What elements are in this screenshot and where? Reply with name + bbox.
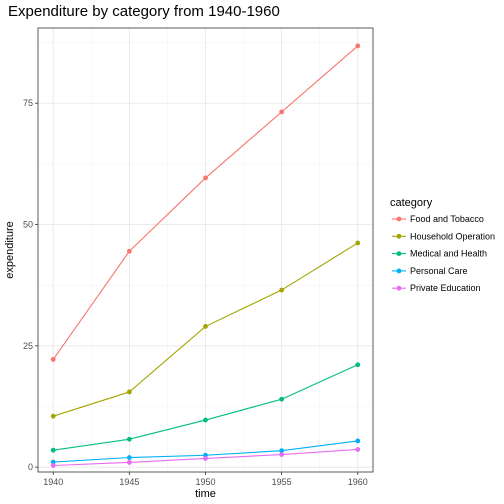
point-medical-and-health-1940 bbox=[50, 447, 56, 453]
legend-key-point-food-and-tobacco bbox=[396, 216, 402, 222]
point-food-and-tobacco-1960 bbox=[355, 43, 361, 49]
legend-key-point-personal-care bbox=[396, 268, 402, 274]
point-household-operation-1960 bbox=[355, 240, 361, 246]
point-private-education-1945 bbox=[126, 460, 132, 465]
legend-key-point-private-education bbox=[396, 285, 402, 291]
x-tick-label-4: 1960 bbox=[348, 477, 368, 487]
legend-item-food-and-tobacco: Food and Tobacco bbox=[392, 214, 484, 224]
y-axis: 0 25 50 75 bbox=[23, 98, 38, 472]
point-medical-and-health-1950 bbox=[203, 417, 208, 423]
chart-title: Expenditure by category from 1940-1960 bbox=[8, 3, 280, 20]
point-household-operation-1940 bbox=[50, 413, 56, 419]
x-tick-label-2: 1950 bbox=[195, 477, 215, 487]
series-points bbox=[50, 43, 361, 468]
y-axis-title: expenditure bbox=[4, 221, 16, 279]
point-food-and-tobacco-1945 bbox=[126, 248, 132, 254]
point-private-education-1955 bbox=[279, 452, 285, 457]
legend-label-private-education: Private Education bbox=[410, 283, 481, 293]
y-tick-label-2: 50 bbox=[23, 220, 33, 230]
legend-item-medical-and-health: Medical and Health bbox=[392, 249, 487, 259]
legend-key-point-household-operation bbox=[396, 233, 402, 239]
y-tick-label-3: 75 bbox=[23, 98, 33, 108]
x-axis-title: time bbox=[195, 488, 216, 500]
legend-label-household-operation: Household Operation bbox=[410, 231, 495, 241]
point-private-education-1960 bbox=[355, 447, 361, 452]
point-private-education-1940 bbox=[50, 463, 56, 468]
point-medical-and-health-1945 bbox=[126, 436, 132, 442]
legend-title: category bbox=[390, 197, 433, 209]
legend-label-personal-care: Personal Care bbox=[410, 266, 468, 276]
point-private-education-1950 bbox=[203, 456, 208, 461]
point-medical-and-health-1955 bbox=[279, 396, 285, 402]
legend-key-point-medical-and-health bbox=[396, 251, 402, 256]
point-household-operation-1945 bbox=[126, 389, 132, 395]
x-tick-label-0: 1940 bbox=[43, 477, 63, 487]
point-personal-care-1960 bbox=[355, 438, 361, 444]
point-household-operation-1955 bbox=[279, 287, 285, 293]
point-personal-care-1940 bbox=[50, 459, 56, 465]
point-household-operation-1950 bbox=[203, 324, 208, 329]
legend-item-household-operation: Household Operation bbox=[392, 231, 495, 241]
point-medical-and-health-1960 bbox=[355, 362, 361, 368]
legend-label-food-and-tobacco: Food and Tobacco bbox=[410, 214, 484, 224]
legend-item-personal-care: Personal Care bbox=[392, 266, 468, 276]
x-tick-label-3: 1955 bbox=[272, 477, 292, 487]
x-axis: 1940 1945 1950 1955 1960 bbox=[43, 472, 368, 487]
y-tick-label-0: 0 bbox=[28, 462, 33, 472]
y-tick-label-1: 25 bbox=[23, 341, 33, 351]
legend-item-private-education: Private Education bbox=[392, 283, 481, 293]
point-personal-care-1955 bbox=[279, 448, 285, 454]
point-food-and-tobacco-1950 bbox=[203, 175, 208, 181]
point-personal-care-1945 bbox=[126, 455, 132, 460]
x-tick-label-1: 1945 bbox=[119, 477, 139, 487]
point-food-and-tobacco-1955 bbox=[279, 109, 285, 115]
legend: category Food and Tobacco Household Opera… bbox=[390, 197, 495, 293]
point-food-and-tobacco-1940 bbox=[50, 357, 56, 362]
legend-label-medical-and-health: Medical and Health bbox=[410, 249, 487, 259]
